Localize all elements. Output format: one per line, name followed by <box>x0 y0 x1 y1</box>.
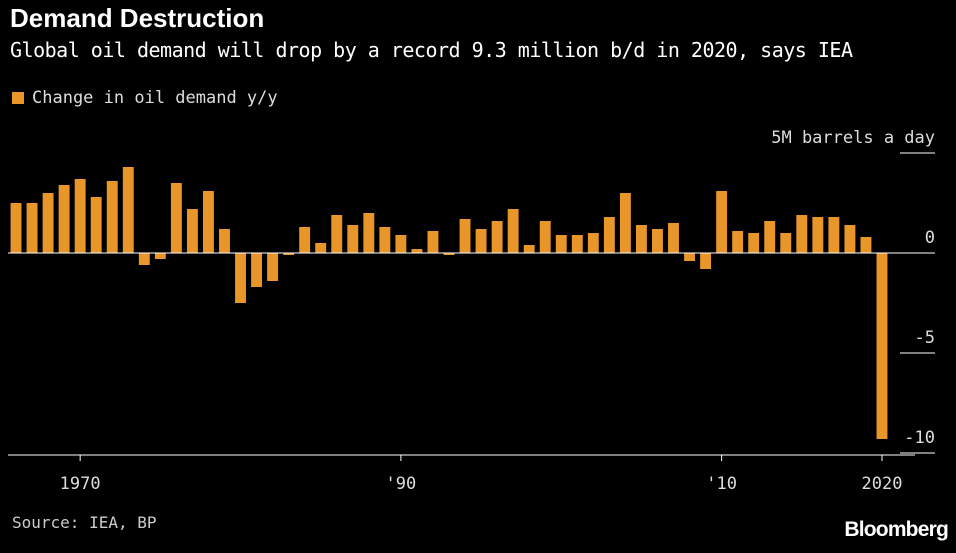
x-tick-label: 2020 <box>862 474 903 494</box>
bar-2013 <box>764 221 776 253</box>
bar-1979 <box>219 229 230 253</box>
bar-2000 <box>555 235 567 253</box>
bar-1971 <box>90 197 102 253</box>
bar-1975 <box>154 253 166 259</box>
bar-2005 <box>635 225 647 253</box>
bar-2017 <box>828 217 840 253</box>
bar-2020 <box>876 253 888 439</box>
y-tick-label: -5 <box>915 328 935 348</box>
bar-1984 <box>299 227 311 253</box>
bar-1990 <box>395 235 407 253</box>
chart-subtitle: Global oil demand will drop by a record … <box>10 38 853 62</box>
legend-swatch <box>12 92 24 104</box>
y-tick-label: 5M barrels a day <box>771 128 935 148</box>
bar-2008 <box>684 253 695 261</box>
bar-1973 <box>122 167 134 253</box>
bar-2015 <box>796 215 808 253</box>
legend-label: Change in oil demand y/y <box>32 88 278 108</box>
bar-2006 <box>652 229 663 253</box>
bars-group <box>8 167 935 439</box>
bar-1996 <box>491 221 503 253</box>
x-tick-label: 1970 <box>60 474 101 494</box>
bar-1994 <box>459 219 471 253</box>
bar-2014 <box>780 233 792 253</box>
bar-1980 <box>235 253 246 303</box>
x-tick-label: '10 <box>706 474 737 494</box>
bar-2004 <box>619 193 631 253</box>
bar-1988 <box>363 213 375 253</box>
bar-1993 <box>443 253 455 255</box>
bar-1968 <box>42 193 54 253</box>
bar-2002 <box>587 233 599 253</box>
bloomberg-logo: Bloomberg <box>844 518 948 541</box>
bar-1967 <box>26 203 38 253</box>
y-tick-label: 0 <box>925 228 935 248</box>
bar-1978 <box>203 191 214 253</box>
bar-1985 <box>315 243 327 253</box>
chart-title: Demand Destruction <box>10 3 265 33</box>
bar-2003 <box>603 217 615 253</box>
bar-1969 <box>58 185 70 253</box>
bar-1982 <box>267 253 279 281</box>
x-tick-label: '90 <box>386 474 417 494</box>
bar-1989 <box>379 227 391 253</box>
bar-2001 <box>571 235 583 253</box>
bar-1966 <box>10 203 22 253</box>
bar-1974 <box>138 253 150 265</box>
bar-1981 <box>251 253 263 287</box>
bar-2011 <box>732 231 744 253</box>
bar-2016 <box>812 217 824 253</box>
bar-1987 <box>347 225 359 253</box>
y-tick-label: -10 <box>904 428 935 448</box>
y-axis: 5M barrels a day 0 -5 -10 <box>771 128 935 454</box>
bar-1986 <box>331 215 343 253</box>
bar-2012 <box>748 233 760 253</box>
bar-1972 <box>106 181 118 253</box>
source-note: Source: IEA, BP <box>12 513 157 532</box>
bar-2019 <box>860 237 872 253</box>
bar-1999 <box>539 221 551 253</box>
bar-2007 <box>668 223 679 253</box>
bar-2010 <box>716 191 728 253</box>
legend: Change in oil demand y/y <box>12 88 278 108</box>
bar-1995 <box>475 229 487 253</box>
x-axis: 1970 '90 '10 2020 <box>8 454 915 494</box>
bar-1998 <box>523 245 535 253</box>
bar-1970 <box>74 179 86 253</box>
bar-1976 <box>170 183 182 253</box>
bar-1977 <box>186 209 198 253</box>
bar-2018 <box>844 225 856 253</box>
bar-1992 <box>427 231 439 253</box>
bar-1997 <box>507 209 519 253</box>
bar-2009 <box>700 253 712 269</box>
bar-1983 <box>283 253 295 255</box>
bar-1991 <box>411 249 423 253</box>
